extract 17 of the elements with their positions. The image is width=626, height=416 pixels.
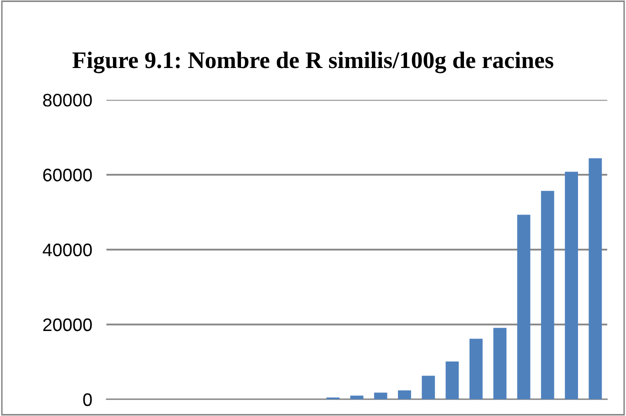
bar [446, 362, 459, 400]
bar [374, 392, 388, 400]
chart-title: Figure 9.1: Nombre de R similis/100g de racines [72, 52, 554, 74]
bar [350, 396, 364, 400]
bar [564, 172, 578, 400]
y-tick-label: 0 [83, 393, 92, 406]
bar [493, 328, 506, 400]
y-tick-label: 20000 [43, 318, 92, 332]
y-tick-label: 80000 [43, 94, 92, 107]
bar [517, 214, 530, 400]
bar [470, 338, 483, 400]
bar [398, 390, 412, 400]
y-tick-label: 60000 [43, 168, 92, 182]
bar [588, 158, 602, 400]
bar [422, 376, 435, 400]
bar [541, 190, 554, 400]
y-tick-label: 40000 [42, 244, 92, 256]
